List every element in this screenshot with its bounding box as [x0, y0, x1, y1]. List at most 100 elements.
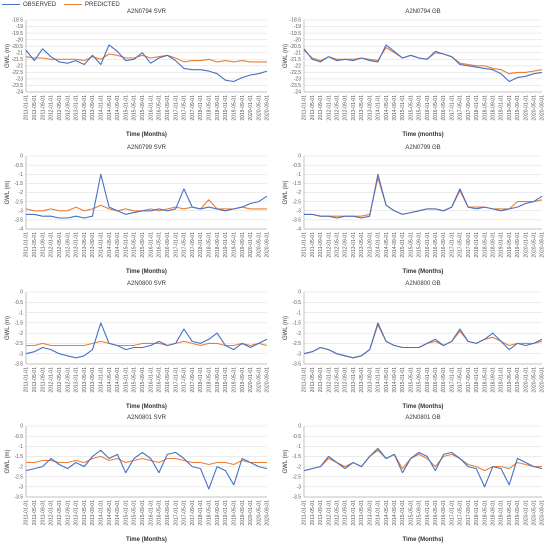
y-tick-label: -3.5 [14, 218, 23, 224]
x-tick-label: 2015-01-01 [400, 367, 406, 393]
x-tick-label: 2011-05-01 [32, 367, 38, 392]
x-tick-label: 2020-01-01 [523, 95, 529, 121]
x-tick-label: 2019-01-01 [223, 367, 229, 393]
x-tick-label: 2013-09-01 [90, 232, 96, 258]
y-tick-label: -0.5 [292, 163, 301, 169]
y-tick-label: -23.5 [290, 83, 302, 89]
series-line-observed [25, 44, 268, 83]
chart-panel-a2n0800-svr: A2N0800 SVR 0 -0.5 -1 -1.5 -2 -2.5 -3 -3.5 2011-0… [0, 276, 275, 410]
x-tick-label: 2018-01-01 [474, 95, 480, 121]
x-axis-label: Time (Months) [403, 269, 444, 275]
x-tick-label: 2020-09-01 [540, 367, 546, 393]
x-tick-label: 2016-01-01 [148, 500, 154, 526]
x-tick-label: 2015-01-01 [400, 232, 406, 258]
y-tick-label: -23 [16, 77, 23, 83]
y-tick-label: -19 [294, 24, 301, 30]
y-tick-label: -0.5 [292, 434, 301, 440]
series-line-predicted [25, 53, 267, 63]
legend-label-predicted: PREDICTED [85, 2, 120, 8]
y-tick-label: -21.5 [12, 57, 24, 63]
x-tick-label: 2014-01-01 [376, 232, 382, 258]
x-tick-label: 2014-09-01 [115, 232, 121, 258]
x-tick-label: 2019-09-01 [515, 500, 521, 526]
x-tick-label: 2013-01-01 [351, 232, 357, 258]
x-tick-label: 2011-09-01 [318, 500, 324, 525]
x-tick-label: 2016-01-01 [148, 95, 154, 121]
x-tick-label: 2015-05-01 [408, 367, 414, 393]
x-tick-label: 2016-09-01 [441, 232, 447, 258]
y-axis-label: GWL (m) [5, 316, 11, 340]
x-tick-label: 2019-05-01 [507, 232, 513, 258]
x-tick-label: 2015-01-01 [123, 95, 129, 121]
x-tick-label: 2011-01-01 [302, 95, 308, 120]
x-tick-label: 2018-01-01 [198, 95, 204, 121]
y-tick-label: -2.5 [14, 341, 23, 347]
x-tick-label: 2018-09-01 [490, 95, 496, 121]
chart-svg: A2N0800 SVR0-0.5-1-1.5-2-2.5-3-3.52011-0… [5, 281, 271, 410]
chart-panel-a2n0801-gb: A2N0801 GB 0 -0.5 -1 -1.5 -2 -2.5 -3 -3.5 2011-01… [278, 410, 550, 543]
x-tick-label: 2020-09-01 [265, 232, 271, 258]
y-tick-label: -3.5 [292, 495, 301, 501]
x-tick-label: 2018-01-01 [198, 232, 204, 258]
x-tick-label: 2015-09-01 [140, 367, 146, 393]
y-tick-label: -22 [294, 64, 301, 70]
x-tick-label: 2011-01-01 [24, 367, 30, 392]
x-tick-label: 2011-05-01 [310, 500, 316, 525]
x-tick-label: 2012-09-01 [65, 367, 71, 393]
y-tick-label: -20.5 [290, 44, 302, 50]
x-tick-label: 2014-01-01 [98, 367, 104, 393]
series-line-observed [25, 322, 268, 359]
x-tick-label: 2017-05-01 [458, 232, 464, 258]
x-tick-label: 2019-01-01 [499, 232, 505, 258]
x-axis-label: Time (Months) [403, 404, 444, 410]
x-tick-label: 2014-05-01 [107, 367, 113, 393]
x-tick-label: 2015-01-01 [123, 232, 129, 258]
x-tick-label: 2016-09-01 [165, 95, 171, 121]
series-line-predicted [303, 449, 542, 472]
y-axis-label: GWL (m) [5, 180, 11, 204]
x-tick-label: 2014-09-01 [392, 95, 398, 121]
x-tick-label: 2012-05-01 [57, 367, 63, 393]
x-tick-label: 2016-09-01 [165, 500, 171, 526]
x-tick-label: 2017-01-01 [173, 367, 179, 393]
chart-svg: A2N0800 GB 0 -0.5 -1 -1.5 -2 -2.5 -3 -3.52011-01… [283, 281, 546, 410]
x-axis-label: Time (Months) [126, 132, 167, 138]
x-tick-label: 2018-09-01 [215, 95, 221, 121]
y-tick-label: -0.5 [14, 300, 23, 306]
y-tick-label: -19.5 [290, 31, 302, 37]
x-tick-label: 2013-01-01 [351, 367, 357, 393]
x-tick-label: 2015-05-01 [408, 232, 414, 258]
x-tick-label: 2020-01-01 [248, 232, 254, 258]
chart-title: A2N0801 GB [405, 415, 440, 421]
x-tick-label: 2019-01-01 [223, 232, 229, 258]
x-tick-label: 2020-09-01 [540, 232, 546, 258]
x-tick-label: 2018-01-01 [474, 367, 480, 393]
series-line-predicted [26, 455, 267, 466]
y-tick-label: -22 [16, 64, 23, 70]
x-tick-label: 2013-05-01 [82, 367, 88, 393]
x-tick-label: 2017-09-01 [190, 232, 196, 258]
x-tick-label: 2012-09-01 [65, 500, 71, 526]
x-tick-label: 2017-01-01 [173, 500, 179, 526]
x-tick-label: 2014-01-01 [98, 95, 104, 121]
x-tick-label: 2019-09-01 [515, 367, 521, 393]
x-tick-label: 2013-09-01 [90, 95, 96, 121]
y-tick-label: -3.5 [14, 495, 23, 501]
x-tick-label: 2018-05-01 [482, 232, 488, 258]
chart-svg: A2N0801 GB 0 -0.5 -1 -1.5 -2 -2.5 -3 -3.52011-01… [283, 415, 546, 543]
legend-swatch-observed [2, 3, 20, 5]
x-tick-label: 2016-05-01 [433, 500, 439, 526]
y-tick-label: -20 [16, 37, 23, 43]
x-tick-label: 2017-05-01 [182, 500, 188, 526]
y-tick-label: 0 [298, 154, 301, 160]
series-line-observed [25, 449, 268, 490]
y-tick-label: -23 [294, 77, 301, 83]
x-tick-label: 2020-09-01 [540, 95, 546, 121]
y-tick-label: -0.5 [292, 300, 301, 306]
x-tick-label: 2016-05-01 [157, 500, 163, 526]
x-tick-label: 2019-05-01 [231, 367, 237, 393]
y-tick-label: -1 [297, 310, 302, 316]
x-tick-label: 2012-05-01 [57, 95, 63, 121]
chart-title: A2N0800 SVR [127, 281, 167, 287]
chart-panel-a2n0799-gb: A2N0799 GB 0 -0.5 -1 -1.5 -2 -2.5 -3 -3.5 -4 2011-… [278, 140, 550, 275]
